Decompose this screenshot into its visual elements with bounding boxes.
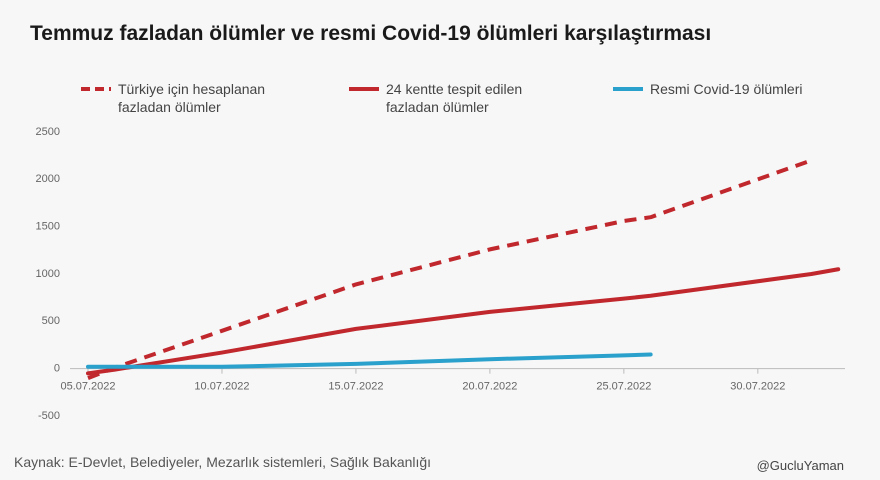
source-note: Kaynak: E-Devlet, Belediyeler, Mezarlık …	[14, 454, 432, 470]
series-line	[87, 158, 813, 380]
credit: @GucluYaman	[756, 458, 844, 473]
x-tick-label: 20.07.2022	[462, 381, 517, 393]
y-tick-label: 500	[42, 315, 60, 327]
legend-item: Resmi Covid-19 ölümleri	[612, 80, 820, 98]
legend-swatch	[349, 87, 379, 91]
legend-label: Türkiye için hesaplanan fazladan ölümler	[118, 81, 266, 115]
x-tick-label: 30.07.2022	[730, 381, 785, 393]
legend-swatch	[81, 87, 111, 91]
legend-label: 24 kentte tespit edilen fazladan ölümler	[386, 81, 523, 115]
x-tick-label: 15.07.2022	[328, 381, 383, 393]
series-line	[86, 352, 653, 369]
x-tick-label: 10.07.2022	[194, 381, 249, 393]
legend-item: 24 kentte tespit edilen fazladan ölümler	[348, 80, 556, 116]
y-tick-label: -500	[38, 410, 60, 422]
series-line	[86, 267, 841, 376]
x-tick-label: 05.07.2022	[60, 381, 115, 393]
x-tick-label: 25.07.2022	[596, 381, 651, 393]
y-tick-label: 2000	[36, 173, 60, 185]
y-tick-label: 1000	[36, 268, 60, 280]
y-tick-label: 1500	[36, 221, 60, 233]
legend-item: Türkiye için hesaplanan fazladan ölümler	[80, 80, 288, 116]
chart-title: Temmuz fazladan ölümler ve resmi Covid-1…	[30, 22, 712, 45]
legend-swatch	[613, 87, 643, 91]
y-tick-label: 0	[54, 363, 60, 375]
legend-label: Resmi Covid-19 ölümleri	[650, 81, 803, 97]
y-tick-label: 2500	[36, 126, 60, 138]
